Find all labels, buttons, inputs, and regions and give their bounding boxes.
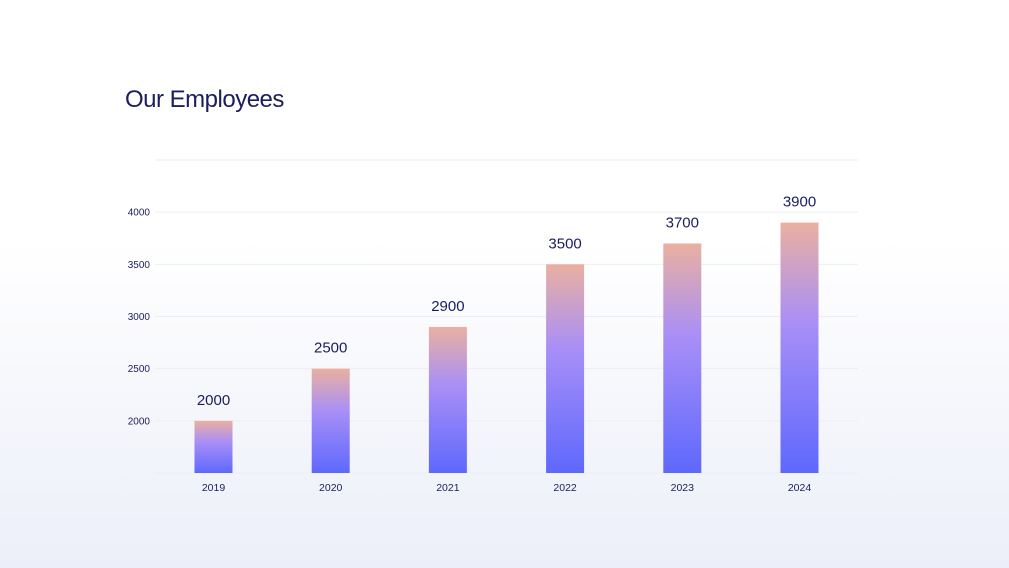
y-tick-label: 2000: [128, 416, 151, 427]
bar-2022: [546, 264, 585, 473]
x-tick-label: 2022: [553, 482, 577, 494]
data-label: 3500: [548, 235, 581, 252]
x-tick-label: 2024: [788, 482, 812, 494]
data-label: 2000: [197, 392, 230, 409]
y-tick-label: 3500: [128, 260, 151, 271]
chart-title: Our Employees: [125, 86, 284, 113]
x-tick-label: 2021: [436, 482, 460, 494]
data-label: 3900: [783, 194, 816, 211]
y-tick-label: 4000: [128, 208, 151, 219]
bar-2020: [311, 368, 350, 473]
y-tick-label: 2500: [128, 364, 151, 375]
x-tick-label: 2020: [319, 482, 343, 494]
x-tick-label: 2019: [202, 482, 226, 494]
bar-2023: [663, 243, 702, 473]
data-label: 2900: [431, 298, 464, 315]
data-label: 3700: [666, 214, 699, 231]
x-tick-label: 2023: [671, 482, 695, 494]
bar-2024: [780, 222, 819, 473]
bar-2019: [194, 420, 233, 473]
data-labels: 2000 2500 2900 3500 3700 3900: [197, 194, 816, 409]
gridlines: [155, 159, 858, 474]
x-axis-ticks: 2019 2020 2021 2022 2023 2024: [202, 482, 812, 494]
bars: [194, 222, 819, 473]
y-axis-ticks: 2000 2500 3000 3500 4000: [128, 208, 151, 428]
data-label: 2500: [314, 340, 347, 357]
bar-2021: [428, 326, 467, 473]
y-tick-label: 3000: [128, 312, 151, 323]
